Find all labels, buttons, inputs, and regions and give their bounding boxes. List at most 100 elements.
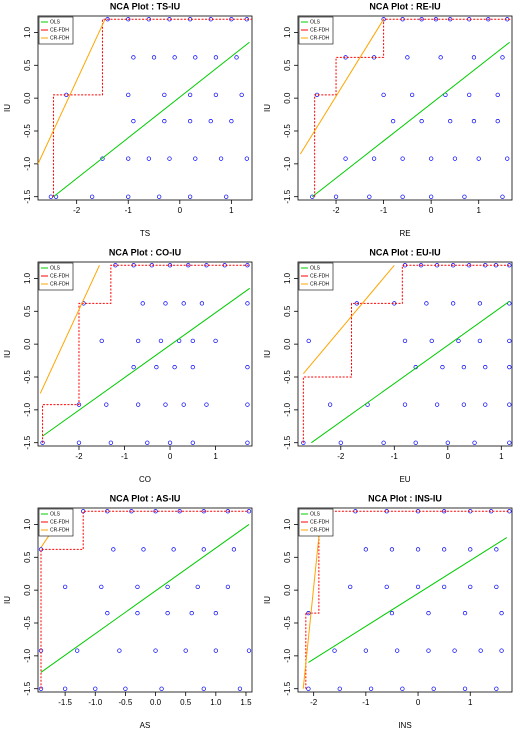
point [187,118,193,124]
plot-frame [37,507,253,693]
point [371,156,377,161]
point [245,440,250,445]
point [231,547,237,552]
point [183,648,188,653]
point [468,547,473,552]
panel: NCA Plot : TS-IU TS IU -2 -1 0 1 -1.5 -1.0 -0.5 0.… [3,1,253,238]
series-line [299,19,385,155]
point [494,686,499,691]
point [400,686,405,691]
point [158,338,164,344]
x-tick-label: 0.5 [180,698,192,707]
x-tick-label: 1 [468,698,473,707]
y-tick-label: -1.0 [283,402,292,416]
point [167,156,172,161]
legend-label: CR-FDH [50,281,70,287]
y-tick-label: -1.0 [283,648,292,662]
point [461,364,467,370]
point [461,402,467,407]
point [244,156,249,161]
series-line [37,19,106,165]
y-axis-label: IU [263,104,272,112]
point [165,584,170,590]
point [338,440,343,445]
panel: NCA Plot : RE-IU RE IU -2 -1 0 1 -1.5 -1.0 -0.5 0.… [263,1,513,238]
point [187,194,193,199]
series-line [308,537,508,663]
point [467,92,472,98]
point [445,440,450,445]
y-tick-label: 0.5 [23,59,32,71]
x-tick-label: 0 [446,452,451,461]
point [402,338,408,344]
x-tick-label: -2 [75,452,83,461]
x-tick-label: 1 [229,206,234,215]
point [507,338,512,344]
y-tick-label: 0.5 [23,551,32,563]
x-tick-label: -1 [121,452,129,461]
y-tick-label: -0.5 [23,124,32,138]
y-tick-label: 0.0 [283,584,292,596]
legend-label: CR-FDH [310,281,330,287]
x-tick-label: -0.5 [119,698,133,707]
point [172,364,177,370]
point [483,364,488,370]
point [363,547,369,552]
point [162,118,167,124]
point [153,509,158,514]
point [104,402,109,407]
point [327,402,333,407]
point [105,17,110,22]
x-tick-label: 0.0 [150,698,162,707]
legend-label: CE-FDH [310,273,329,279]
point [478,648,483,653]
point [126,156,131,161]
y-tick-label: 1.0 [283,518,292,530]
point [415,547,421,552]
point [429,338,434,344]
point [171,547,176,552]
legend-label: CE-FDH [310,519,329,525]
chart-title: NCA Plot : EU-IU [369,247,440,257]
legend-label: OLS [310,265,321,271]
point [245,364,250,370]
x-tick-label: -1.0 [88,698,102,707]
y-tick-label: 1.0 [283,26,292,38]
point [450,301,456,306]
y-tick-label: -1.5 [283,435,292,449]
y-tick-label: -1.0 [283,156,292,170]
point [89,194,95,199]
point [146,156,152,161]
point [213,610,218,616]
point [186,263,191,268]
point [135,610,140,616]
x-tick-label: -1 [362,698,370,707]
point [441,584,447,590]
point [151,55,157,60]
series-line [53,41,250,198]
point [111,547,116,552]
x-axis-label: TS [140,229,150,238]
y-tick-label: -0.5 [23,616,32,630]
point [153,648,158,653]
y-tick-label: -1.5 [23,681,32,695]
point [333,194,339,199]
legend-label: CR-FDH [310,527,330,533]
point [140,301,145,306]
point [507,402,512,407]
point [476,156,481,161]
point [189,610,194,616]
chart-title: NCA Plot : CO-IU [109,247,181,257]
point [246,509,252,514]
y-tick-label: 0.0 [23,92,32,104]
x-tick-label: 1 [213,452,218,461]
plot-frame [37,261,253,447]
point [218,156,224,161]
legend-label: CR-FDH [50,527,70,533]
y-tick-label: 1.0 [23,272,32,284]
x-tick-label: 1 [499,452,504,461]
point [434,402,440,407]
x-tick-label: 0 [178,206,183,215]
point [495,118,500,124]
